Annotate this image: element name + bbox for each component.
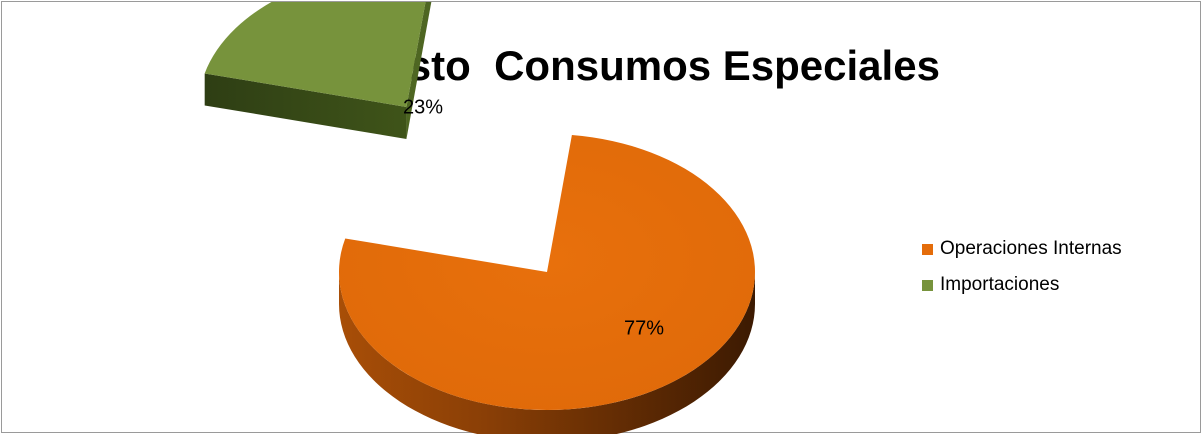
legend-label-importaciones: Importaciones: [940, 274, 1060, 295]
legend-label-operaciones-internas: Operaciones Internas: [940, 238, 1122, 259]
pie-top-importaciones: [204, 2, 426, 107]
legend: Operaciones Internas Importaciones: [922, 231, 1122, 303]
legend-item-operaciones-internas: Operaciones Internas: [922, 231, 1122, 267]
data-label-operaciones-internas: 77%: [624, 317, 664, 339]
pie-cut-face-importaciones: [204, 73, 407, 139]
pie-side-operaciones-internas: [339, 272, 755, 434]
legend-swatch-operaciones-internas: [922, 243, 933, 255]
pie-slice-importaciones: [204, 2, 432, 139]
pie-top-operaciones-internas: [339, 134, 755, 410]
data-label-importaciones: 23%: [403, 96, 443, 118]
pie-cut-face2-importaciones: [406, 2, 432, 139]
legend-swatch-importaciones: [922, 279, 933, 291]
legend-item-importaciones: Importaciones: [922, 267, 1122, 303]
pie-slice-operaciones-internas: [339, 134, 755, 434]
